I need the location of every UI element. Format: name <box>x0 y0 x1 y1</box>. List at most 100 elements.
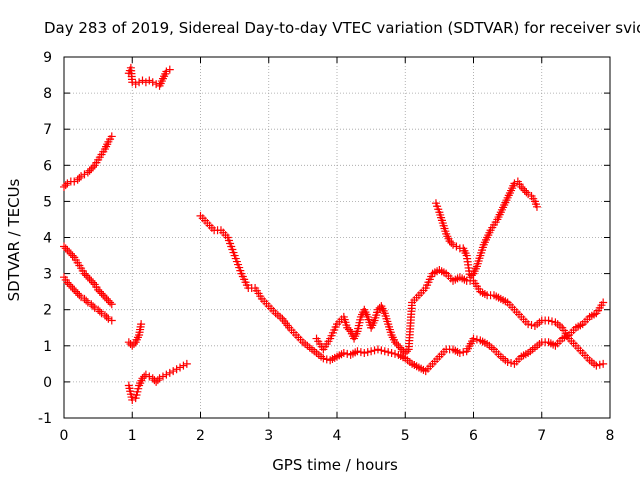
y-tick-label: 4 <box>43 231 52 247</box>
data-point <box>532 202 541 211</box>
data-point <box>599 298 608 307</box>
data-point <box>401 349 410 358</box>
data-point <box>61 181 70 190</box>
y-tick-label: 3 <box>43 267 52 283</box>
y-tick-label: 0 <box>43 375 52 391</box>
data-point <box>97 309 106 318</box>
data-point <box>169 367 178 376</box>
data-point <box>135 78 144 87</box>
x-tick-label: 4 <box>333 428 342 444</box>
x-tick-label: 8 <box>606 428 615 444</box>
data-point <box>68 251 77 260</box>
y-tick-label: 1 <box>43 339 52 355</box>
data-point <box>165 368 174 377</box>
data-point <box>145 76 154 85</box>
x-tick-label: 6 <box>469 428 478 444</box>
data-point <box>66 282 75 291</box>
data-point <box>544 316 553 325</box>
data-point <box>102 312 111 321</box>
y-axis-label: SDTVAR / TECUs <box>5 178 23 301</box>
x-tick-label: 3 <box>264 428 273 444</box>
data-point <box>60 242 68 251</box>
data-point <box>128 395 137 404</box>
data-point <box>100 311 109 320</box>
data-point <box>73 175 82 184</box>
data-point <box>141 78 150 87</box>
data-point <box>547 317 556 326</box>
data-point <box>106 298 115 307</box>
data-point <box>99 291 108 300</box>
data-point <box>100 293 109 302</box>
data-point <box>179 361 188 370</box>
data-point <box>77 172 86 181</box>
data-point <box>158 372 167 381</box>
data-point <box>61 244 70 253</box>
data-point <box>75 291 84 300</box>
data-point <box>507 358 516 367</box>
data-point <box>94 285 103 294</box>
y-tick-label: 6 <box>43 158 52 174</box>
data-point <box>63 278 72 287</box>
data-point <box>527 321 536 330</box>
data-point <box>71 287 80 296</box>
y-tick-label: 7 <box>43 122 52 138</box>
data-point <box>343 323 352 332</box>
data-point <box>153 376 162 385</box>
data-point <box>90 303 99 312</box>
data-point <box>518 184 527 193</box>
data-point <box>148 374 157 383</box>
data-point <box>73 289 82 298</box>
data-point <box>520 186 529 195</box>
series-arc-5 <box>124 320 146 350</box>
x-tick-label: 1 <box>128 428 137 444</box>
data-point <box>128 341 137 350</box>
data-point <box>77 293 86 302</box>
y-tick-label: 2 <box>43 303 52 319</box>
data-point <box>83 168 92 177</box>
data-point <box>592 361 601 370</box>
data-point <box>447 238 456 247</box>
data-point <box>510 179 519 188</box>
x-tick-label: 2 <box>196 428 205 444</box>
data-point <box>83 273 92 282</box>
data-point <box>80 269 89 278</box>
data-point <box>377 346 386 355</box>
y-tick-label: 8 <box>43 86 52 102</box>
x-tick-label: 0 <box>60 428 69 444</box>
data-point <box>367 347 376 356</box>
data-point <box>339 349 348 358</box>
data-point <box>82 296 91 305</box>
data-point <box>80 170 89 179</box>
data-point <box>394 341 403 350</box>
data-point <box>165 65 174 74</box>
data-point <box>363 348 372 357</box>
data-point <box>87 276 96 285</box>
data-point <box>469 334 478 343</box>
series-arc-8 <box>312 265 608 370</box>
data-point <box>524 190 533 199</box>
data-point <box>60 182 68 191</box>
data-point <box>80 294 89 303</box>
data-point <box>445 237 454 246</box>
data-point <box>503 358 512 367</box>
data-point <box>373 345 382 354</box>
data-point <box>455 349 464 358</box>
data-point <box>65 247 74 256</box>
data-points <box>60 63 608 404</box>
data-point <box>373 305 382 314</box>
data-point <box>397 345 406 354</box>
x-tick-label: 7 <box>537 428 546 444</box>
data-point <box>89 278 98 287</box>
data-point <box>138 374 147 383</box>
data-point <box>524 320 533 329</box>
data-point <box>387 349 396 358</box>
data-point <box>176 363 185 372</box>
series-arc-1 <box>60 132 116 191</box>
y-tick-label: 5 <box>43 194 52 210</box>
data-point <box>396 343 405 352</box>
series-arc-9 <box>431 177 541 282</box>
data-point <box>89 302 98 311</box>
data-point <box>70 285 79 294</box>
